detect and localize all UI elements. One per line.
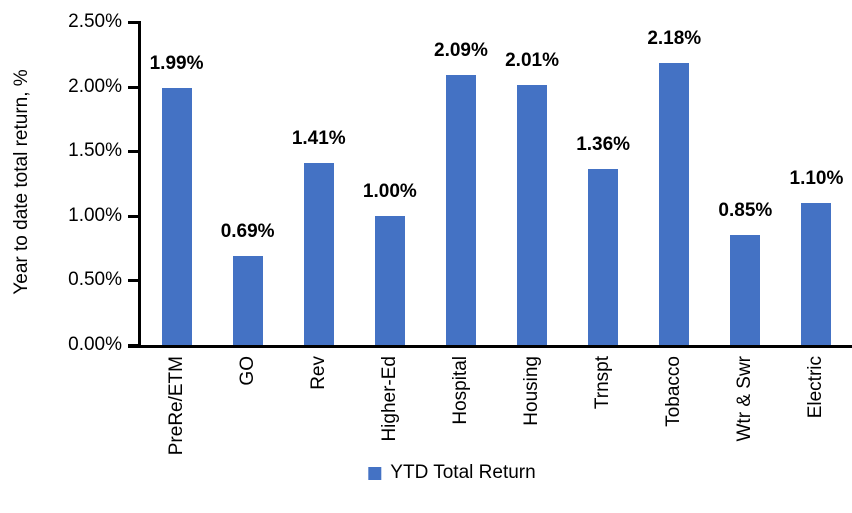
x-axis-label-Higher-Ed: Higher-Ed (378, 356, 400, 442)
bar-value-label: 1.41% (291, 127, 346, 149)
bar-Rev (303, 162, 334, 345)
legend: YTD Total Return (368, 461, 536, 485)
x-axis-label-PreRe/ETM: PreRe/ETM (165, 356, 187, 456)
bar-value-label: 1.00% (362, 180, 417, 202)
bar-value-label: 2.01% (505, 50, 559, 72)
y-axis-tick-label: 0.00% (68, 334, 122, 355)
bar-value-label: 2.09% (434, 39, 488, 61)
bar-Trnspt (588, 169, 619, 345)
y-axis-tick-label: 1.00% (68, 204, 122, 226)
bar-value-label: 1.36% (576, 134, 631, 156)
x-axis-label-GO: GO (236, 356, 258, 386)
y-axis-tick-mark (128, 85, 138, 89)
x-axis-label-Hospital: Hospital (449, 356, 471, 425)
bar-PreRe/ETM (161, 87, 192, 345)
x-axis-label-Wtr & Swr: Wtr & Swr (734, 356, 756, 442)
bar-value-label: 0.85% (718, 200, 773, 222)
x-axis-label-Rev: Rev (307, 356, 329, 390)
bar-value-label: 1.99% (149, 52, 204, 74)
bar-Tobacco (659, 63, 690, 345)
bar-Higher-Ed (374, 215, 405, 345)
bar-Hospital (445, 74, 476, 345)
bar-Electric (801, 202, 832, 345)
bar-GO (232, 255, 263, 345)
bar-value-label: 2.18% (647, 28, 702, 50)
x-axis-label-Trnspt: Trnspt (592, 356, 614, 410)
legend-label: YTD Total Return (390, 462, 536, 483)
bar-Housing (517, 85, 548, 345)
y-axis-tick-mark (128, 21, 138, 24)
x-axis-line (128, 345, 852, 348)
y-axis-line (138, 21, 141, 348)
legend-swatch-icon (368, 466, 382, 480)
y-axis-tick-mark (128, 279, 138, 283)
y-axis-tick-label: 2.50% (68, 11, 122, 32)
x-axis-label-Tobacco: Tobacco (663, 356, 685, 427)
y-axis-tick-label: 1.50% (68, 140, 122, 162)
y-axis-tick-label: 2.00% (68, 75, 122, 97)
y-axis-tick-mark (128, 150, 138, 154)
y-axis-title: Year to date total return, % (11, 69, 32, 295)
y-axis-tick-mark (128, 214, 138, 218)
x-axis-label-Electric: Electric (805, 356, 827, 419)
bar-value-label: 0.69% (220, 220, 275, 242)
y-axis-tick-label: 0.50% (68, 269, 122, 291)
bar-value-label: 1.10% (789, 167, 844, 189)
x-axis-label-Housing: Housing (521, 356, 543, 426)
bar-Wtr & Swr (730, 235, 761, 345)
